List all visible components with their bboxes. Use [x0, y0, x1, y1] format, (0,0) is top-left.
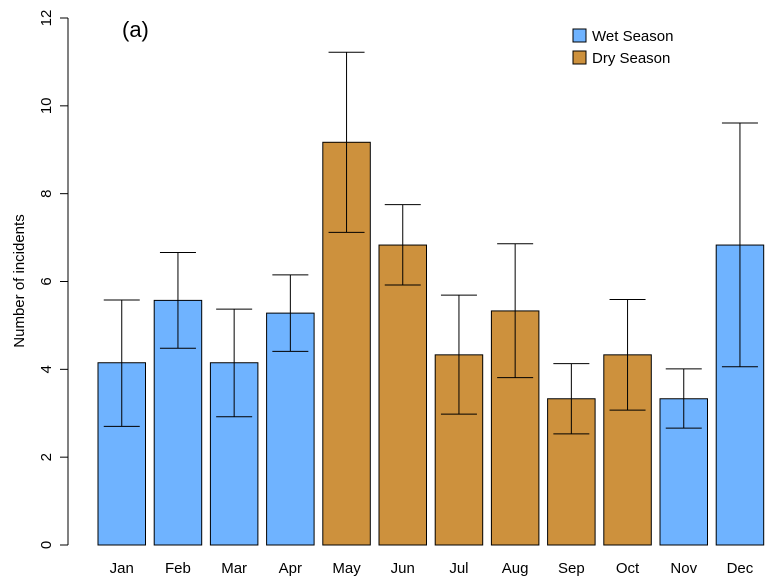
y-tick-label: 0: [38, 541, 55, 549]
legend-swatch-dry: [572, 50, 587, 65]
error-bar-feb: [159, 252, 196, 349]
error-bars: [103, 51, 758, 435]
x-tick-label: Jul: [449, 560, 468, 577]
error-bar-jan: [103, 299, 140, 427]
x-tick-label: Nov: [670, 560, 697, 577]
x-tick-label: Aug: [502, 560, 529, 577]
error-bar-dec: [721, 122, 758, 368]
y-tick-label: 4: [38, 365, 55, 373]
x-tick-label: Oct: [616, 560, 640, 577]
y-tick-label: 8: [38, 189, 55, 197]
error-bar-jun: [384, 204, 421, 286]
y-tick-label: 2: [38, 453, 55, 461]
x-tick-label: May: [332, 560, 361, 577]
x-tick-label: Jan: [110, 560, 134, 577]
error-bar-may: [328, 51, 365, 233]
legend: Wet Season Dry Season: [572, 28, 673, 67]
x-tick-label: Jun: [391, 560, 415, 577]
error-bar-aug: [497, 243, 534, 379]
error-bar-mar: [216, 308, 253, 418]
x-tick-label: Apr: [279, 560, 302, 577]
error-bar-apr: [272, 274, 309, 352]
legend-swatch-wet: [572, 28, 587, 43]
bars: [97, 141, 765, 546]
x-tick-label: Dec: [727, 560, 754, 577]
error-bar-nov: [665, 368, 702, 429]
y-tick-label: 12: [38, 10, 55, 27]
legend-label-wet: Wet Season: [592, 28, 673, 45]
error-bar-sep: [553, 363, 590, 435]
y-tick-label: 6: [38, 277, 55, 285]
x-tick-label: Sep: [558, 560, 585, 577]
x-tick-label: Feb: [165, 560, 191, 577]
y-axis: 0 2 4 6 8 10 12: [38, 10, 69, 549]
legend-label-dry: Dry Season: [592, 50, 670, 67]
y-axis-title: Number of incidents: [11, 214, 28, 347]
panel-label: (a): [122, 17, 149, 42]
error-bar-oct: [609, 299, 646, 411]
y-tick-label: 10: [38, 97, 55, 114]
x-tick-labels: Jan Feb Mar Apr May Jun Jul Aug Sep Oct Nov Dec: [110, 560, 754, 577]
bar-jun: [378, 244, 427, 546]
x-tick-label: Mar: [221, 560, 247, 577]
error-bar-jul: [440, 294, 477, 415]
